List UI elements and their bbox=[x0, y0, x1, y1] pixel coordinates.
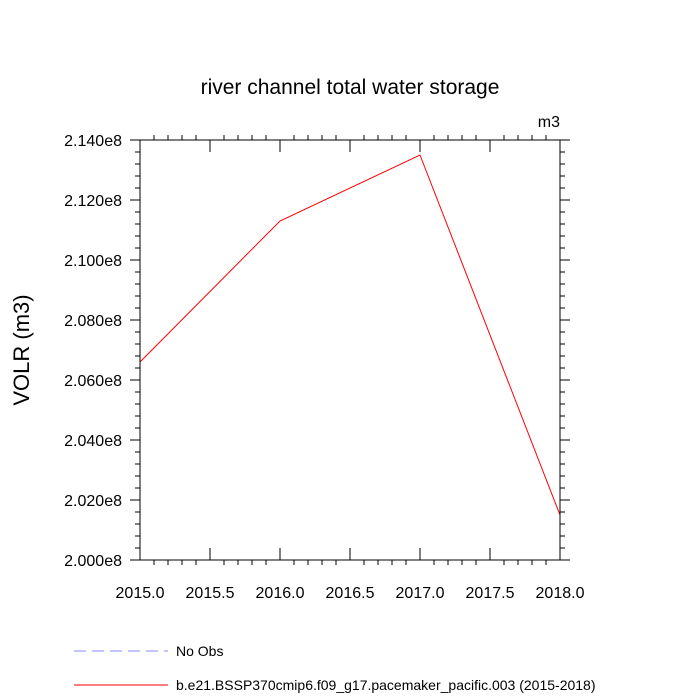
y-tick-label: 2.140e8 bbox=[64, 133, 122, 150]
x-tick-label: 2016.5 bbox=[326, 585, 375, 602]
x-tick-label: 2017.0 bbox=[396, 585, 445, 602]
y-tick-label: 2.120e8 bbox=[64, 193, 122, 210]
plot-frame bbox=[139, 139, 561, 561]
y-tick-label: 2.060e8 bbox=[64, 373, 122, 390]
legend: No Obs b.e21.BSSP370cmip6.f09_g17.pacemak… bbox=[74, 643, 596, 693]
chart-title: river channel total water storage bbox=[201, 76, 500, 99]
x-tick-labels: 2015.0 2015.5 2016.0 2016.5 2017.0 2017.5 2018… bbox=[116, 585, 585, 602]
series-layer bbox=[139, 154, 561, 516]
minor-ticks bbox=[135, 135, 565, 565]
x-tick-label: 2017.5 bbox=[466, 585, 515, 602]
y-tick-label: 2.020e8 bbox=[64, 493, 122, 510]
legend-label: No Obs bbox=[176, 643, 223, 659]
y-tick-label: 2.040e8 bbox=[64, 433, 122, 450]
series-line bbox=[139, 154, 561, 516]
x-tick-label: 2018.0 bbox=[536, 585, 585, 602]
y-axis-title: VOLR (m3) bbox=[9, 294, 34, 405]
major-ticks bbox=[130, 139, 570, 561]
units-label: m3 bbox=[538, 114, 560, 131]
y-tick-label: 2.000e8 bbox=[64, 553, 122, 570]
y-tick-label: 2.080e8 bbox=[64, 313, 122, 330]
y-tick-label: 2.100e8 bbox=[64, 253, 122, 270]
x-tick-label: 2015.0 bbox=[116, 585, 165, 602]
x-tick-label: 2015.5 bbox=[186, 585, 235, 602]
x-tick-label: 2016.0 bbox=[256, 585, 305, 602]
legend-label: b.e21.BSSP370cmip6.f09_g17.pacemaker_pac… bbox=[176, 677, 596, 693]
y-tick-labels: 2.000e8 2.020e8 2.040e8 2.060e8 2.080e8 2.100… bbox=[64, 133, 122, 570]
